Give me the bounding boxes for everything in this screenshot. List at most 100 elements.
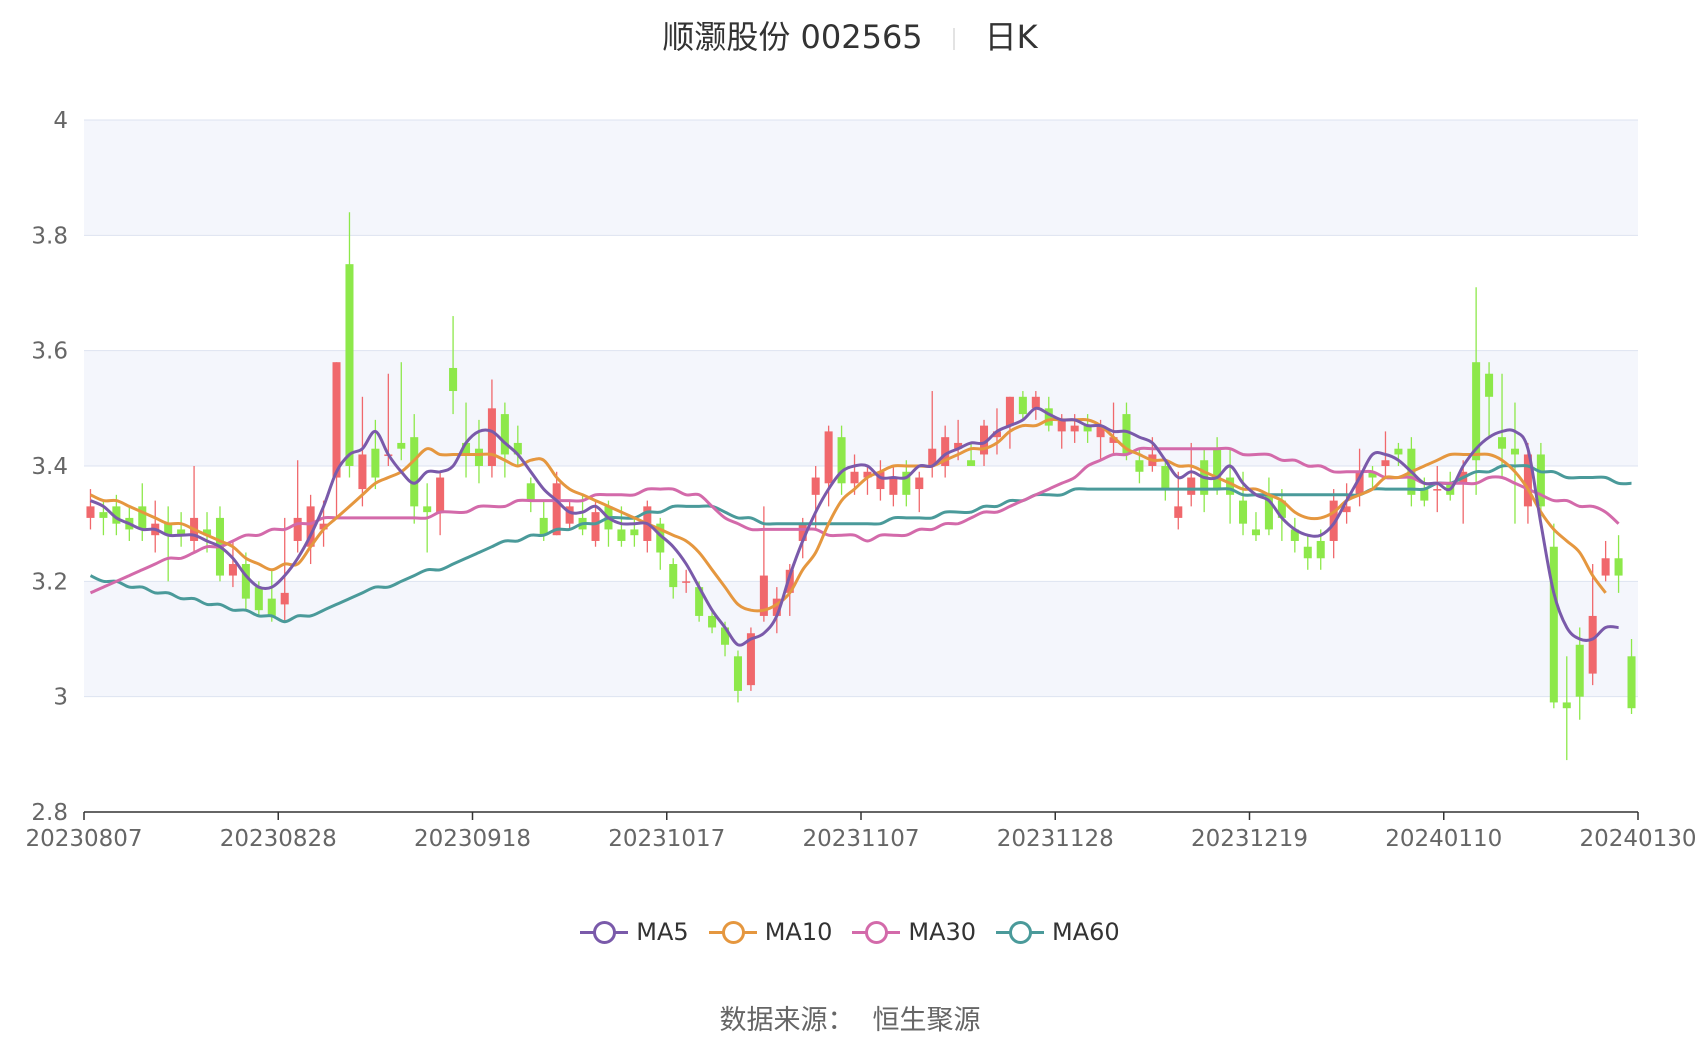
candle-body	[630, 529, 639, 536]
candle-body	[617, 529, 626, 541]
candle-body	[332, 362, 341, 478]
y-tick-label: 3.8	[31, 223, 68, 249]
candle-body	[591, 512, 600, 541]
candle-body	[889, 477, 898, 495]
x-tick-label: 20230807	[25, 826, 142, 852]
candle-body	[1472, 362, 1481, 461]
candle-body	[1226, 477, 1235, 495]
candle-body	[837, 437, 846, 484]
candle-body	[267, 598, 276, 616]
candle-body	[1627, 656, 1636, 709]
candle-body	[1368, 471, 1377, 478]
candle-body	[1096, 425, 1105, 438]
candle-body	[164, 523, 173, 536]
candle-body	[1174, 506, 1183, 518]
legend-label: MA30	[908, 918, 977, 946]
x-tick-label: 20230828	[220, 826, 337, 852]
chart-title: 顺灏股份 002565 日K	[0, 12, 1700, 58]
y-tick-label: 2.8	[31, 800, 68, 826]
candle-body	[656, 523, 665, 553]
candle-body	[371, 448, 380, 478]
legend-label: MA10	[764, 918, 833, 946]
candle-body	[539, 517, 548, 536]
title-divider	[952, 28, 955, 50]
candle-body	[500, 414, 509, 455]
candle-body	[1213, 448, 1222, 490]
grid-band	[84, 581, 1638, 697]
candle-body	[695, 587, 704, 616]
candle-body	[436, 477, 445, 513]
legend-item-ma30[interactable]: MA30	[852, 918, 976, 946]
candle-body	[1329, 500, 1338, 541]
candle-body	[954, 442, 963, 449]
candle-body	[1433, 489, 1442, 491]
y-tick-label: 3.6	[31, 339, 68, 365]
candle-body	[1264, 494, 1273, 530]
grid-band	[84, 350, 1638, 466]
chart-legend: MA5 MA10 MA30 MA60	[0, 918, 1700, 950]
candle-body	[1303, 546, 1312, 559]
x-tick-label: 20231128	[997, 826, 1114, 852]
candle-body	[682, 581, 691, 583]
candle-body	[1057, 419, 1066, 432]
candle-body	[1549, 546, 1558, 703]
source-provider: 恒生聚源	[872, 1005, 981, 1036]
candle-body	[1562, 702, 1571, 709]
candle-body	[1523, 454, 1532, 507]
candle-body	[1070, 425, 1079, 432]
candle-body	[1498, 437, 1507, 449]
candle-body	[876, 471, 885, 490]
candle-body	[980, 425, 989, 455]
candle-body	[1485, 373, 1494, 397]
candle-body	[1122, 414, 1131, 455]
candle-body	[1018, 396, 1027, 415]
candle-body	[759, 575, 768, 616]
series-line-ma5	[89, 406, 1619, 647]
legend-marker	[580, 920, 629, 944]
grid-band	[84, 120, 1638, 236]
candle-body	[863, 471, 872, 478]
candle-body	[928, 448, 937, 466]
candle-body	[1601, 558, 1610, 576]
candle-body	[462, 442, 471, 455]
legend-marker	[852, 920, 901, 944]
candle-body	[850, 471, 859, 484]
candle-body	[1316, 540, 1325, 559]
legend-item-ma60[interactable]: MA60	[996, 918, 1120, 946]
candle-body	[280, 592, 289, 605]
candle-body	[1161, 466, 1170, 490]
candle-body	[1342, 506, 1351, 513]
candle-body	[1536, 454, 1545, 507]
candle-body	[811, 477, 820, 495]
candle-body	[241, 564, 250, 599]
candle-body	[941, 437, 950, 466]
candle-body	[1588, 615, 1597, 674]
candle-body	[772, 598, 781, 616]
candle-body	[967, 460, 976, 466]
legend-item-ma5[interactable]: MA5	[580, 918, 689, 946]
candle-body	[345, 264, 354, 466]
candle-body	[487, 408, 496, 466]
y-tick-label: 4	[53, 108, 68, 134]
candle-body	[1381, 460, 1390, 466]
candle-body	[86, 506, 95, 518]
y-tick-label: 3.2	[31, 569, 68, 595]
legend-item-ma10[interactable]: MA10	[708, 918, 833, 946]
candle-body	[1575, 644, 1584, 697]
legend-marker	[708, 920, 757, 944]
candle-body	[992, 431, 1001, 438]
candle-body	[449, 367, 458, 392]
candle-body	[746, 633, 755, 686]
candle-body	[902, 471, 911, 495]
candle-body	[1420, 489, 1429, 501]
candle-body	[1394, 448, 1403, 455]
candle-body	[423, 506, 432, 513]
candle-body	[99, 512, 108, 518]
candle-body	[1031, 396, 1040, 409]
candle-body	[138, 506, 147, 530]
x-tick-label: 20231017	[608, 826, 725, 852]
candle-body	[203, 529, 212, 536]
candle-body	[513, 442, 522, 455]
candle-body	[1251, 529, 1260, 536]
candle-body	[1109, 437, 1118, 443]
